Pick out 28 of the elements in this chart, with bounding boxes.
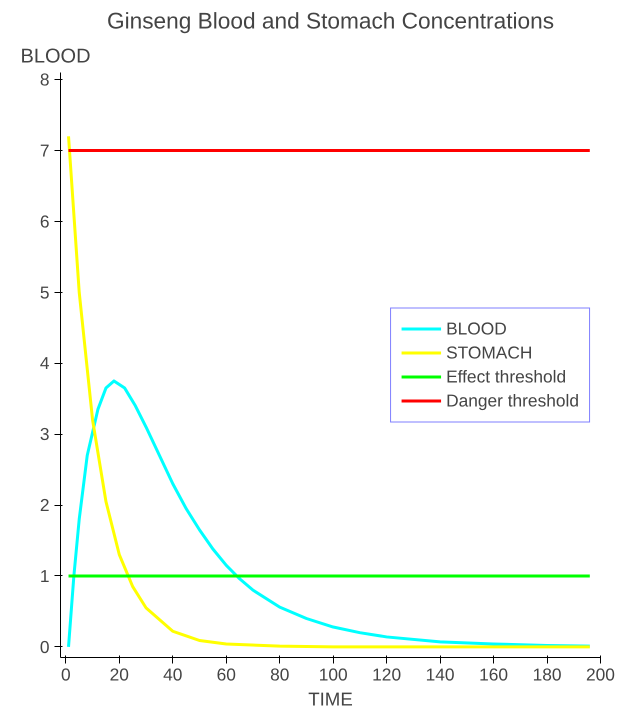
y-tick-label: 4 xyxy=(40,353,50,374)
legend-label: BLOOD xyxy=(446,318,507,339)
line-series xyxy=(67,134,592,648)
x-axis-title: TIME xyxy=(308,688,353,710)
y-tick-label: 0 xyxy=(40,636,50,657)
x-tick-label: 40 xyxy=(163,664,182,684)
x-tick-label: 200 xyxy=(586,664,615,684)
chart-title: Ginseng Blood and Stomach Concentrations xyxy=(106,8,554,34)
y-tick-label: 8 xyxy=(40,70,50,90)
x-tick-label: 120 xyxy=(372,664,402,684)
x-tick-label: 100 xyxy=(318,664,348,684)
x-tick-label: 180 xyxy=(532,664,562,684)
y-tick-label: 2 xyxy=(40,495,50,516)
legend-label: STOMACH xyxy=(446,342,532,363)
y-tick-label: 1 xyxy=(40,566,50,586)
y-tick-label: 5 xyxy=(40,282,50,302)
y-axis-title: BLOOD xyxy=(20,46,91,68)
x-tick-label: 80 xyxy=(270,664,290,684)
y-tick-label: 3 xyxy=(40,424,50,444)
y-tick-label: 6 xyxy=(40,211,50,232)
x-tick-label: 160 xyxy=(479,664,508,684)
x-tick-label: 60 xyxy=(216,664,236,684)
y-tick-label: 7 xyxy=(40,140,50,160)
legend-label: Effect threshold xyxy=(446,366,566,387)
x-tick-label: 0 xyxy=(61,664,71,684)
x-tick-label: 140 xyxy=(426,664,455,684)
x-tick-label: 20 xyxy=(110,664,129,684)
legend-label: Danger threshold xyxy=(446,390,579,411)
